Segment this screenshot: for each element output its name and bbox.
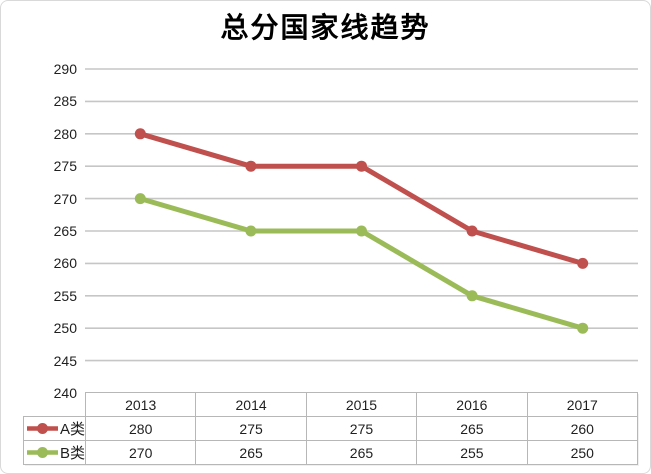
table-row-series-b: B类 270 265 265 255 250: [23, 440, 639, 465]
table-cell: 265: [195, 440, 307, 465]
y-axis-tick-label: 255: [53, 287, 77, 304]
table-header-row: 2013 2014 2015 2016 2017: [24, 392, 639, 417]
table-corner-cell: [24, 393, 86, 417]
series-b-label: B类: [60, 445, 86, 462]
table-row-series-a: A类 280 275 275 265 260: [23, 416, 639, 441]
table-cell: 280: [84, 416, 197, 441]
y-axis-tick-label: 270: [53, 190, 77, 207]
y-axis-tick-label: 260: [53, 255, 77, 272]
data-point-marker: [577, 257, 589, 269]
year-header: 2017: [526, 392, 639, 417]
y-axis-tick-label: 265: [53, 223, 77, 239]
legend-item-series-a: A类: [23, 416, 86, 441]
table-cell: 265: [416, 416, 528, 441]
table-cell: 275: [195, 416, 307, 441]
table-cell: 260: [526, 416, 639, 441]
year-header: 2013: [84, 392, 197, 417]
y-axis-tick-label: 275: [53, 158, 77, 175]
data-point-marker: [245, 160, 257, 172]
y-axis-tick-label: 280: [53, 125, 77, 142]
y-axis-tick-label: 285: [53, 93, 77, 110]
y-axis-labels: 290 285 280 275 270 265 260 255 250 245 240: [1, 1, 77, 473]
data-point-marker: [466, 225, 478, 237]
table-cell: 275: [305, 416, 418, 441]
table-cell: 255: [416, 440, 528, 465]
y-axis-tick-label: 245: [53, 352, 77, 369]
data-point-marker: [577, 322, 589, 334]
chart-title: 总分国家线趋势: [220, 11, 431, 44]
data-point-marker: [134, 128, 146, 140]
series-a-legend-key-icon: [26, 422, 59, 435]
series-a-label: A类: [60, 421, 86, 438]
data-point-marker: [245, 225, 257, 237]
data-table: 2013 2014 2015 2016 2017 A类: [23, 392, 639, 465]
data-point-marker: [134, 193, 146, 205]
y-axis-tick-label: 250: [53, 320, 77, 337]
data-point-marker: [356, 160, 367, 172]
table-cell: 250: [526, 440, 639, 465]
y-axis-tick-label: 240: [53, 385, 77, 401]
year-header: 2016: [416, 392, 528, 417]
table-cell: 270: [84, 440, 197, 465]
y-axis-tick-label: 290: [53, 61, 77, 77]
year-header: 2015: [305, 392, 418, 417]
table-cell: 265: [305, 440, 418, 465]
data-point-marker: [466, 290, 478, 302]
series-b-legend-key-icon: [26, 446, 59, 459]
legend-item-series-b: B类: [23, 440, 86, 465]
year-header: 2014: [195, 392, 307, 417]
data-point-marker: [356, 225, 367, 237]
